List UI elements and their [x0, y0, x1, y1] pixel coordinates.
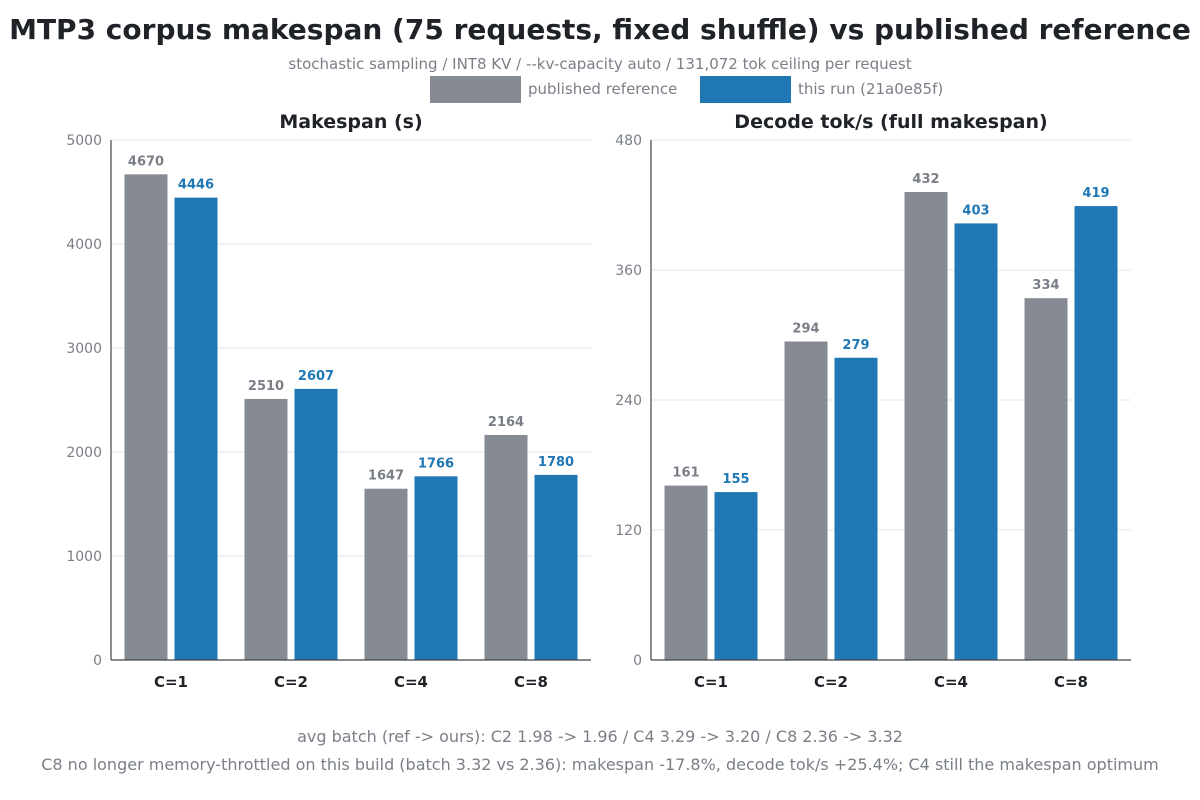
y-tick-label-0-5: 5000 [66, 133, 102, 149]
x-tick-label-0-3: C=8 [514, 673, 548, 691]
bar-0-2-0 [364, 488, 408, 660]
bar-value-label-0-2-0: 1647 [368, 469, 404, 484]
y-tick-label-1-2: 240 [615, 393, 642, 409]
bar-0-3-1 [534, 474, 578, 660]
footnote-summary: C8 no longer memory-throttled on this bu… [41, 755, 1159, 774]
bar-1-0-1 [714, 492, 758, 660]
y-tick-label-1-0: 0 [633, 653, 642, 669]
bar-value-label-1-0-1: 155 [722, 472, 749, 487]
panel-title-1: Decode tok/s (full makespan) [734, 111, 1047, 133]
bar-value-label-0-2-1: 1766 [418, 456, 454, 471]
bar-value-label-0-0-1: 4446 [178, 178, 214, 193]
x-tick-label-1-2: C=4 [934, 673, 968, 691]
bar-0-1-1 [294, 388, 338, 660]
y-tick-label-0-4: 4000 [66, 237, 102, 253]
bar-value-label-0-3-1: 1780 [538, 455, 574, 470]
bar-value-label-0-1-1: 2607 [298, 369, 334, 384]
bar-value-label-1-1-0: 294 [792, 322, 819, 337]
x-tick-label-1-1: C=2 [814, 673, 848, 691]
bar-value-label-1-3-1: 419 [1082, 186, 1109, 201]
x-tick-label-1-3: C=8 [1054, 673, 1088, 691]
bar-1-3-1 [1074, 206, 1118, 661]
bar-0-0-0 [124, 174, 168, 660]
bar-1-2-0 [904, 192, 948, 660]
bar-0-1-0 [244, 398, 288, 660]
legend-swatch-reference [430, 76, 521, 103]
bar-value-label-0-3-0: 2164 [488, 415, 524, 430]
x-tick-label-0-1: C=2 [274, 673, 308, 691]
bar-1-1-1 [834, 357, 878, 660]
x-tick-label-1-0: C=1 [694, 673, 728, 691]
y-tick-label-1-3: 360 [615, 263, 642, 279]
bar-value-label-1-2-1: 403 [962, 203, 989, 218]
y-tick-label-1-1: 120 [615, 523, 642, 539]
legend-swatch-run [700, 76, 791, 103]
bar-value-label-1-1-1: 279 [842, 338, 869, 353]
bar-value-label-1-0-0: 161 [672, 466, 699, 481]
bar-1-2-1 [954, 223, 998, 660]
legend-label-reference: published reference [528, 80, 678, 98]
bar-0-0-1 [174, 197, 218, 660]
y-tick-label-1-4: 480 [615, 133, 642, 149]
chart-title: MTP3 corpus makespan (75 requests, fixed… [9, 13, 1191, 46]
bar-value-label-0-0-0: 4670 [128, 154, 164, 169]
bar-1-0-0 [664, 485, 708, 660]
bar-0-3-0 [484, 434, 528, 660]
panel-title-0: Makespan (s) [279, 111, 422, 133]
y-tick-label-0-0: 0 [93, 653, 102, 669]
x-tick-label-0-0: C=1 [154, 673, 188, 691]
chart-subtitle: stochastic sampling / INT8 KV / --kv-cap… [288, 55, 912, 73]
legend-label-run: this run (21a0e85f) [798, 80, 944, 98]
bar-1-3-0 [1024, 298, 1068, 660]
bar-1-1-0 [784, 341, 828, 660]
bar-value-label-0-1-0: 2510 [248, 379, 284, 394]
bar-0-2-1 [414, 476, 458, 660]
footnote-batch: avg batch (ref -> ours): C2 1.98 -> 1.96… [297, 727, 903, 746]
x-tick-label-0-2: C=4 [394, 673, 428, 691]
y-tick-label-0-3: 3000 [66, 341, 102, 357]
y-tick-label-0-2: 2000 [66, 445, 102, 461]
bar-value-label-1-2-0: 432 [912, 172, 939, 187]
y-tick-label-0-1: 1000 [66, 549, 102, 565]
bar-value-label-1-3-0: 334 [1032, 278, 1059, 293]
